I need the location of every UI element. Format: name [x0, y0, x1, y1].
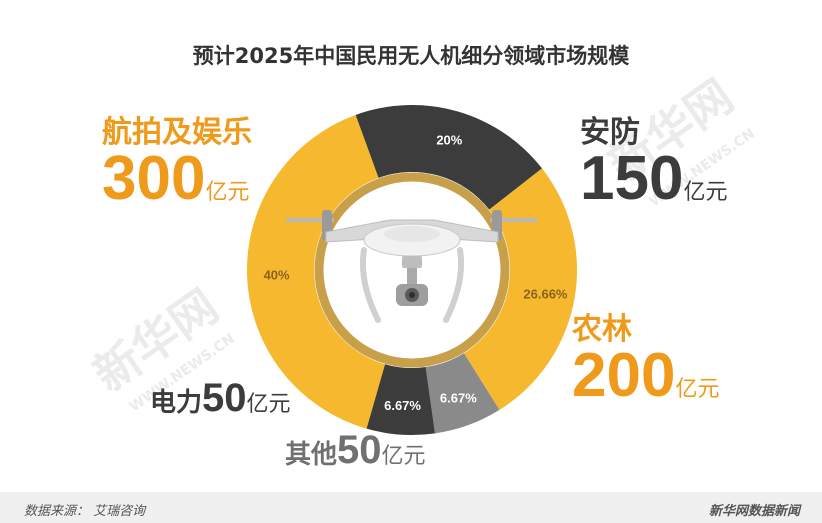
- label-unit: 亿元: [683, 180, 728, 205]
- label-security: 安防 150亿元: [580, 118, 727, 210]
- label-name: 其他: [285, 440, 338, 470]
- label-unit: 亿元: [381, 444, 426, 469]
- donut-slice-1: [463, 168, 577, 410]
- percent-label-0: 20%: [436, 133, 462, 148]
- label-unit: 亿元: [205, 180, 250, 205]
- label-value: 300: [102, 144, 206, 213]
- label-name: 安防: [580, 115, 640, 150]
- chart-title: 预计2025年中国民用无人机细分领域市场规模: [192, 44, 630, 68]
- donut-slice-2: [425, 353, 500, 434]
- label-agri: 农林 200亿元: [572, 315, 719, 407]
- label-power: 电力50亿元: [150, 378, 291, 418]
- label-aerial: 航拍及娱乐 300亿元: [102, 118, 252, 210]
- percent-label-3: 6.67%: [384, 398, 421, 413]
- percent-label-2: 6.67%: [440, 390, 477, 405]
- label-name: 航拍及娱乐: [102, 115, 252, 150]
- label-name: 农林: [572, 312, 632, 347]
- percent-label-4: 40%: [264, 268, 290, 283]
- label-unit: 亿元: [675, 377, 720, 402]
- footer: 数据来源： 艾瑞咨询 新华网数据新闻: [0, 492, 822, 523]
- brand-name: 新华网数据新闻: [708, 504, 800, 519]
- donut-slice-4: [247, 114, 385, 429]
- data-source: 数据来源： 艾瑞咨询: [24, 504, 146, 519]
- percent-label-1: 26.66%: [523, 287, 568, 302]
- label-other: 其他50亿元: [285, 430, 426, 470]
- label-name: 电力: [150, 388, 203, 418]
- label-value: 200: [572, 341, 676, 410]
- label-value: 150: [580, 144, 684, 213]
- donut-slice-0: [355, 104, 543, 210]
- donut-slice-3: [366, 364, 435, 435]
- donut-slices: [247, 104, 577, 435]
- label-value: 50: [337, 428, 382, 472]
- label-value: 50: [202, 376, 247, 420]
- label-unit: 亿元: [246, 392, 291, 417]
- drone-illustration: [286, 210, 538, 323]
- inner-ring: [314, 172, 510, 368]
- percent-labels: 20% 26.66% 6.67% 6.67% 40%: [264, 133, 568, 413]
